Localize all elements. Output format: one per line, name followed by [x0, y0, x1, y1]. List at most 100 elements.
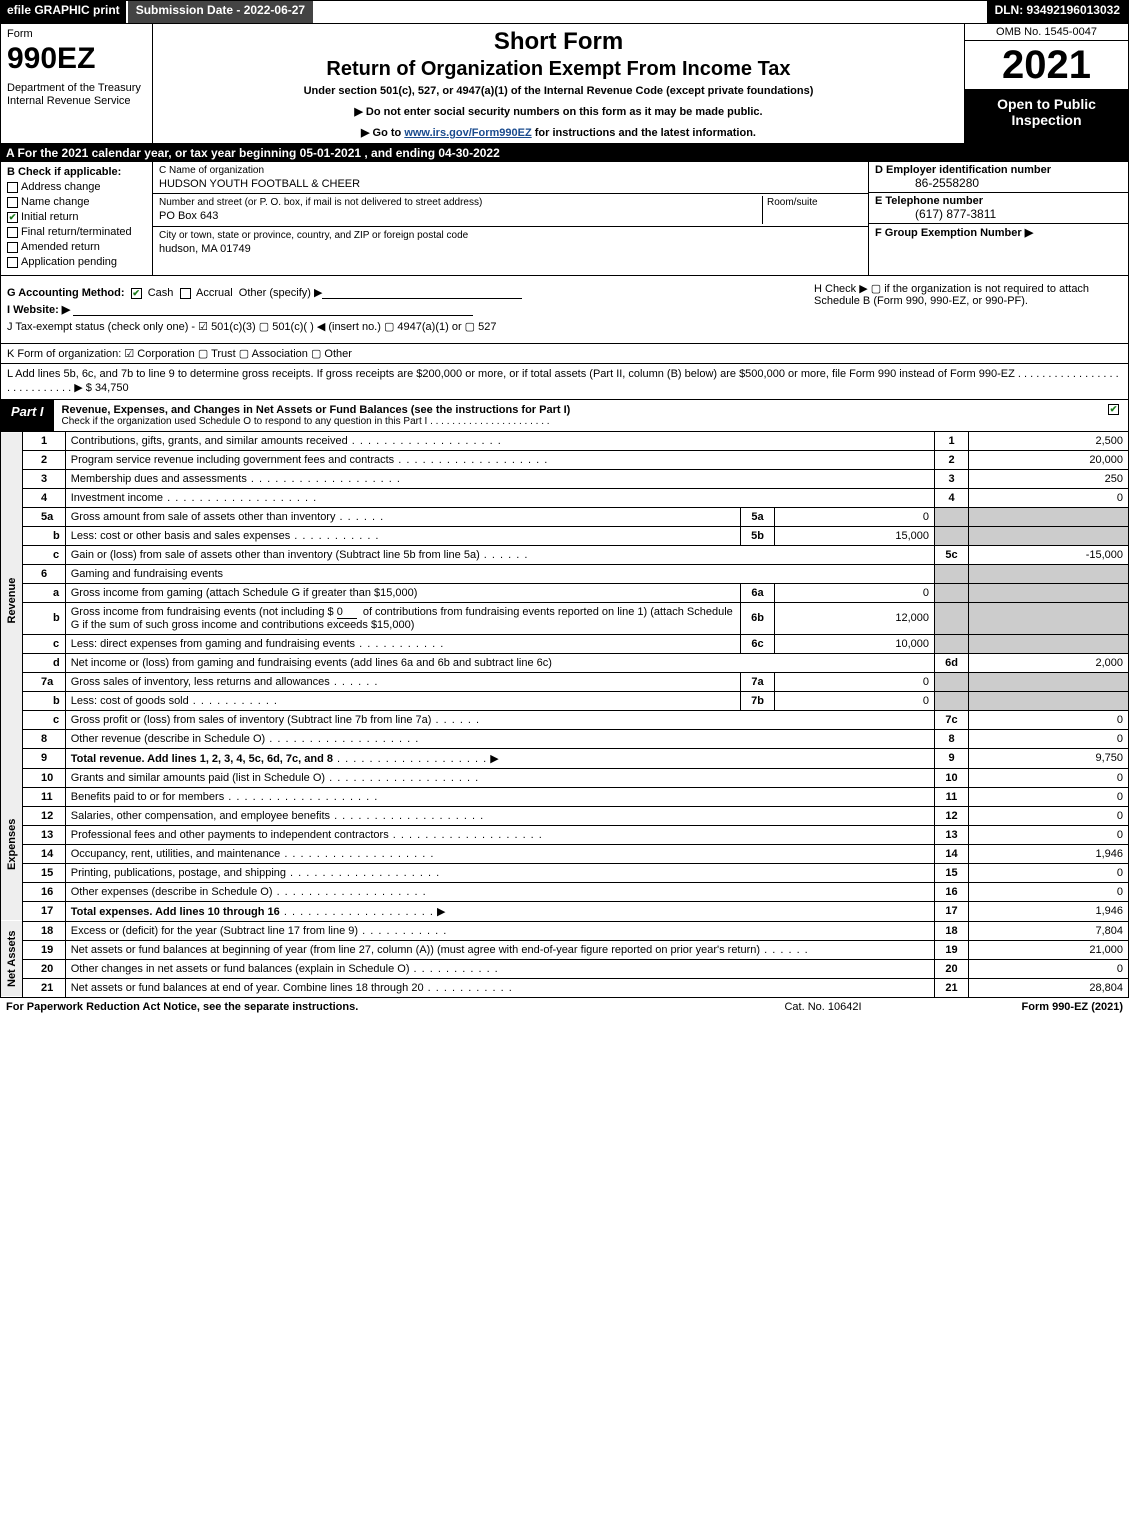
row-2: 2 Program service revenue including gove… — [1, 450, 1129, 469]
room-label: Room/suite — [767, 196, 862, 209]
open-to-public: Open to Public Inspection — [965, 90, 1128, 143]
line-desc: Less: direct expenses from gaming and fu… — [65, 634, 740, 653]
grey-cell — [969, 583, 1129, 602]
line-inlab: 6a — [741, 583, 775, 602]
opt-initial-return[interactable]: ✔Initial return — [7, 211, 146, 223]
line-num: 3 — [23, 469, 66, 488]
checkbox-icon[interactable] — [7, 242, 18, 253]
row-18: Net Assets 18 Excess or (deficit) for th… — [1, 921, 1129, 940]
part-1-title-text: Revenue, Expenses, and Changes in Net As… — [62, 404, 571, 416]
line-num: c — [23, 634, 66, 653]
checkbox-icon[interactable] — [7, 257, 18, 268]
line-outval: 0 — [969, 959, 1129, 978]
line-outlab: 13 — [935, 825, 969, 844]
line-inval: 0 — [775, 583, 935, 602]
row-16: 16 Other expenses (describe in Schedule … — [1, 882, 1129, 901]
org-name-value: HUDSON YOUTH FOOTBALL & CHEER — [159, 177, 862, 191]
line-outval: 250 — [969, 469, 1129, 488]
opt-label: Name change — [21, 196, 90, 208]
row-5b: b Less: cost or other basis and sales ex… — [1, 526, 1129, 545]
line-inlab: 5b — [741, 526, 775, 545]
opt-name-change[interactable]: Name change — [7, 196, 146, 208]
line-outlab: 8 — [935, 729, 969, 748]
line-outlab: 20 — [935, 959, 969, 978]
line-inval: 0 — [775, 691, 935, 710]
line-outval: 9,750 — [969, 748, 1129, 768]
row-3: 3 Membership dues and assessments 3 250 — [1, 469, 1129, 488]
checkbox-icon[interactable] — [7, 182, 18, 193]
line-outlab: 10 — [935, 768, 969, 787]
line-num: 20 — [23, 959, 66, 978]
efile-print-button[interactable]: efile GRAPHIC print — [1, 1, 128, 23]
grey-cell — [935, 672, 969, 691]
side-expenses: Expenses — [1, 768, 23, 921]
address-row: Number and street (or P. O. box, if mail… — [153, 194, 868, 226]
note-ssn: ▶ Do not enter social security numbers o… — [161, 105, 956, 118]
row-21: 21 Net assets or fund balances at end of… — [1, 978, 1129, 997]
line-desc: Grants and similar amounts paid (list in… — [65, 768, 934, 787]
line-desc: Other changes in net assets or fund bala… — [65, 959, 934, 978]
opt-address-change[interactable]: Address change — [7, 181, 146, 193]
line-num: 19 — [23, 940, 66, 959]
checkbox-icon[interactable] — [7, 227, 18, 238]
irs-link[interactable]: www.irs.gov/Form990EZ — [404, 127, 531, 139]
form-header: Form 990EZ Department of the Treasury In… — [0, 24, 1129, 144]
block-b-to-f: B Check if applicable: Address change Na… — [0, 162, 1129, 276]
opt-final-return[interactable]: Final return/terminated — [7, 226, 146, 238]
row-1: Revenue 1 Contributions, gifts, grants, … — [1, 432, 1129, 451]
note-goto-pre: ▶ Go to — [361, 127, 404, 139]
header-right: OMB No. 1545-0047 2021 Open to Public In… — [964, 24, 1128, 143]
submission-date-button[interactable]: Submission Date - 2022-06-27 — [128, 1, 313, 23]
row-17: 17 Total expenses. Add lines 10 through … — [1, 901, 1129, 921]
line-inlab: 5a — [741, 507, 775, 526]
group-exemption-cell: F Group Exemption Number ▶ — [869, 224, 1128, 275]
line-desc: Program service revenue including govern… — [65, 450, 934, 469]
columns-c-to-f: C Name of organization HUDSON YOUTH FOOT… — [153, 162, 1128, 275]
g-other-blank[interactable] — [322, 298, 522, 299]
row-6b: b Gross income from fundraising events (… — [1, 602, 1129, 634]
line-num: 10 — [23, 768, 66, 787]
line-inval: 15,000 — [775, 526, 935, 545]
website-blank[interactable] — [73, 315, 473, 316]
line-desc: Other revenue (describe in Schedule O) — [65, 729, 934, 748]
row-11: 11 Benefits paid to or for members 11 0 — [1, 787, 1129, 806]
line-inval: 12,000 — [775, 602, 935, 634]
form-word: Form — [7, 28, 146, 40]
footer-cat-no: Cat. No. 10642I — [723, 1001, 923, 1013]
footer-form-id: Form 990-EZ (2021) — [923, 1001, 1123, 1013]
grey-cell — [969, 526, 1129, 545]
org-name-label: C Name of organization — [159, 164, 862, 177]
row-9: 9 Total revenue. Add lines 1, 2, 3, 4, 5… — [1, 748, 1129, 768]
row-6d: d Net income or (loss) from gaming and f… — [1, 653, 1129, 672]
checkbox-icon[interactable] — [180, 288, 191, 299]
line-outval: 0 — [969, 710, 1129, 729]
opt-amended-return[interactable]: Amended return — [7, 241, 146, 253]
form-number: 990EZ — [7, 42, 146, 76]
checkbox-icon[interactable]: ✔ — [7, 212, 18, 223]
g-label: G Accounting Method: — [7, 287, 125, 299]
line-desc: Gross income from fundraising events (no… — [65, 602, 740, 634]
line-num: 9 — [23, 748, 66, 768]
column-b: B Check if applicable: Address change Na… — [1, 162, 153, 275]
ein-label: D Employer identification number — [875, 164, 1122, 176]
header-middle: Short Form Return of Organization Exempt… — [153, 24, 964, 143]
line-num: 17 — [23, 901, 66, 921]
line-desc: Salaries, other compensation, and employ… — [65, 806, 934, 825]
line-num: a — [23, 583, 66, 602]
line-desc: Gain or (loss) from sale of assets other… — [65, 545, 934, 564]
checkbox-icon[interactable]: ✔ — [131, 288, 142, 299]
part-1-checkbox[interactable]: ✔ — [1102, 400, 1128, 431]
line-outlab: 6d — [935, 653, 969, 672]
opt-application-pending[interactable]: Application pending — [7, 256, 146, 268]
checkbox-icon[interactable] — [7, 197, 18, 208]
line-outlab: 17 — [935, 901, 969, 921]
address-value: PO Box 643 — [159, 209, 762, 223]
line-outlab: 9 — [935, 748, 969, 768]
dln-label: DLN: 93492196013032 — [987, 1, 1128, 23]
phone-cell: E Telephone number (617) 877-3811 — [869, 193, 1128, 224]
line-desc: Benefits paid to or for members — [65, 787, 934, 806]
note-goto-post: for instructions and the latest informat… — [532, 127, 756, 139]
line-desc: Membership dues and assessments — [65, 469, 934, 488]
row-12: 12 Salaries, other compensation, and emp… — [1, 806, 1129, 825]
row-7b: b Less: cost of goods sold 7b 0 — [1, 691, 1129, 710]
